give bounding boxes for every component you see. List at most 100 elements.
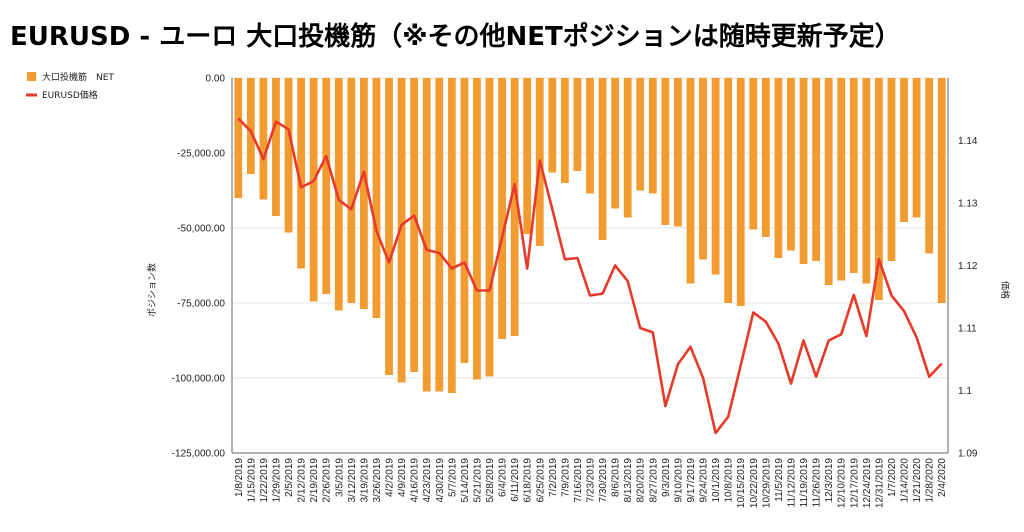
legend-line-label: EURUSD価格 [42,89,98,101]
legend: 大口投機筋 NET EURUSD価格 [26,71,114,101]
bar [322,78,331,294]
x-tick-label: 2/4/2020 [937,458,948,497]
x-tick-label: 1/8/2019 [234,458,245,497]
y-right-tick-label: 1.14 [958,136,978,147]
bar [774,78,783,258]
bar [598,78,607,240]
x-tick-label: 3/12/2019 [347,458,358,503]
x-tick-label: 3/26/2019 [372,458,383,503]
bar [586,78,594,194]
bar [837,78,846,281]
x-tick-label: 9/17/2019 [686,458,697,503]
x-tick-label: 7/2/2019 [548,458,559,497]
y-left-tick-label: -50,000.00 [177,224,225,235]
bar [284,78,293,233]
x-tick-label: 4/9/2019 [397,458,408,497]
bar [523,78,532,234]
x-tick-label: 1/15/2019 [246,458,257,503]
axes: 0.00 -25,000.00 -50,000.00 -75,000.00 -100,0… [146,74,1011,509]
y-right-tick-label: 1.1 [958,386,972,397]
legend-bar-swatch [27,72,36,81]
bar [761,78,770,237]
x-tick-label: 10/22/2019 [749,458,760,508]
bar [686,78,695,284]
x-tick-label: 11/19/2019 [799,458,810,508]
bar [385,78,393,375]
x-tick-label: 9/3/2019 [661,458,672,497]
x-tick-label: 8/20/2019 [636,458,647,503]
bar [636,78,645,191]
line-series [237,117,943,435]
y-right-tick-label: 1.11 [958,324,977,335]
x-tick-label: 9/24/2019 [699,458,710,503]
bar [875,78,883,300]
bar [648,78,657,194]
bar [347,78,356,303]
x-tick-label: 6/11/2019 [510,458,521,502]
y-left-tick-label: -75,000.00 [177,299,225,310]
x-tick-label: 10/1/2019 [711,458,722,503]
bar-series [234,78,946,393]
bar [912,78,921,218]
bar [724,78,733,303]
x-tick-label: 10/15/2019 [736,458,747,508]
bar [787,78,795,251]
bar [925,78,934,254]
y-left-tick-label: -100,000.00 [172,374,226,385]
bar [736,78,745,306]
x-tick-label: 12/17/2019 [849,458,860,508]
legend-bar-label: 大口投機筋 NET [42,71,114,83]
bar [849,78,858,273]
x-tick-label: 12/3/2019 [824,458,835,503]
x-tick-label: 1/28/2020 [925,458,936,503]
y-left-tick-label: 0.00 [206,74,226,85]
x-tick-label: 7/16/2019 [573,458,584,503]
price-line [237,117,943,435]
bar [560,78,569,183]
x-tick-label: 2/26/2019 [322,458,333,503]
chart-title: EURUSD - ユーロ 大口投機筋（※その他NETポジションは随時更新予定） [10,22,901,52]
bar [422,78,431,392]
bar [234,78,243,198]
bar [661,78,670,225]
bar [799,78,808,264]
bar [460,78,469,363]
x-tick-label: 5/14/2019 [460,458,471,503]
bar [937,78,946,303]
x-tick-label: 11/26/2019 [812,458,823,508]
x-tick-label: 8/27/2019 [648,458,659,503]
x-tick-label: 6/4/2019 [498,458,509,497]
bar [674,78,682,227]
bar [297,78,305,269]
x-tick-label: 10/8/2019 [724,458,735,503]
y-left-tick-label: -125,000.00 [172,449,226,460]
x-tick-label: 11/12/2019 [787,458,798,508]
x-tick-label: 5/7/2019 [447,458,458,497]
bar [246,78,255,174]
x-tick-label: 6/18/2019 [523,458,534,503]
bar [498,78,506,339]
x-tick-label: 3/5/2019 [334,458,345,497]
bar [473,78,481,380]
x-tick-label: 2/5/2019 [284,458,295,497]
x-tick-label: 4/23/2019 [422,458,433,503]
x-tick-label: 12/10/2019 [837,458,848,508]
x-tick-label: 1/14/2020 [900,458,911,503]
x-tick-label: 12/31/2019 [874,458,885,508]
x-tick-label: 11/5/2019 [774,458,785,502]
bar [510,78,519,336]
x-tick-label: 1/21/2020 [912,458,923,503]
x-tick-label: 3/19/2019 [359,458,370,503]
bar [611,78,620,209]
bar [862,78,871,284]
bar [699,78,707,260]
x-tick-label: 12/24/2019 [862,458,873,508]
x-tick-label: 10/29/2019 [761,458,772,508]
y-right-tick-label: 1.13 [958,199,978,210]
x-tick-label: 1/22/2019 [259,458,270,503]
bar [887,78,896,261]
bar [309,78,318,302]
x-tick-label: 5/28/2019 [485,458,496,503]
bar [749,78,758,230]
bar [410,78,419,372]
